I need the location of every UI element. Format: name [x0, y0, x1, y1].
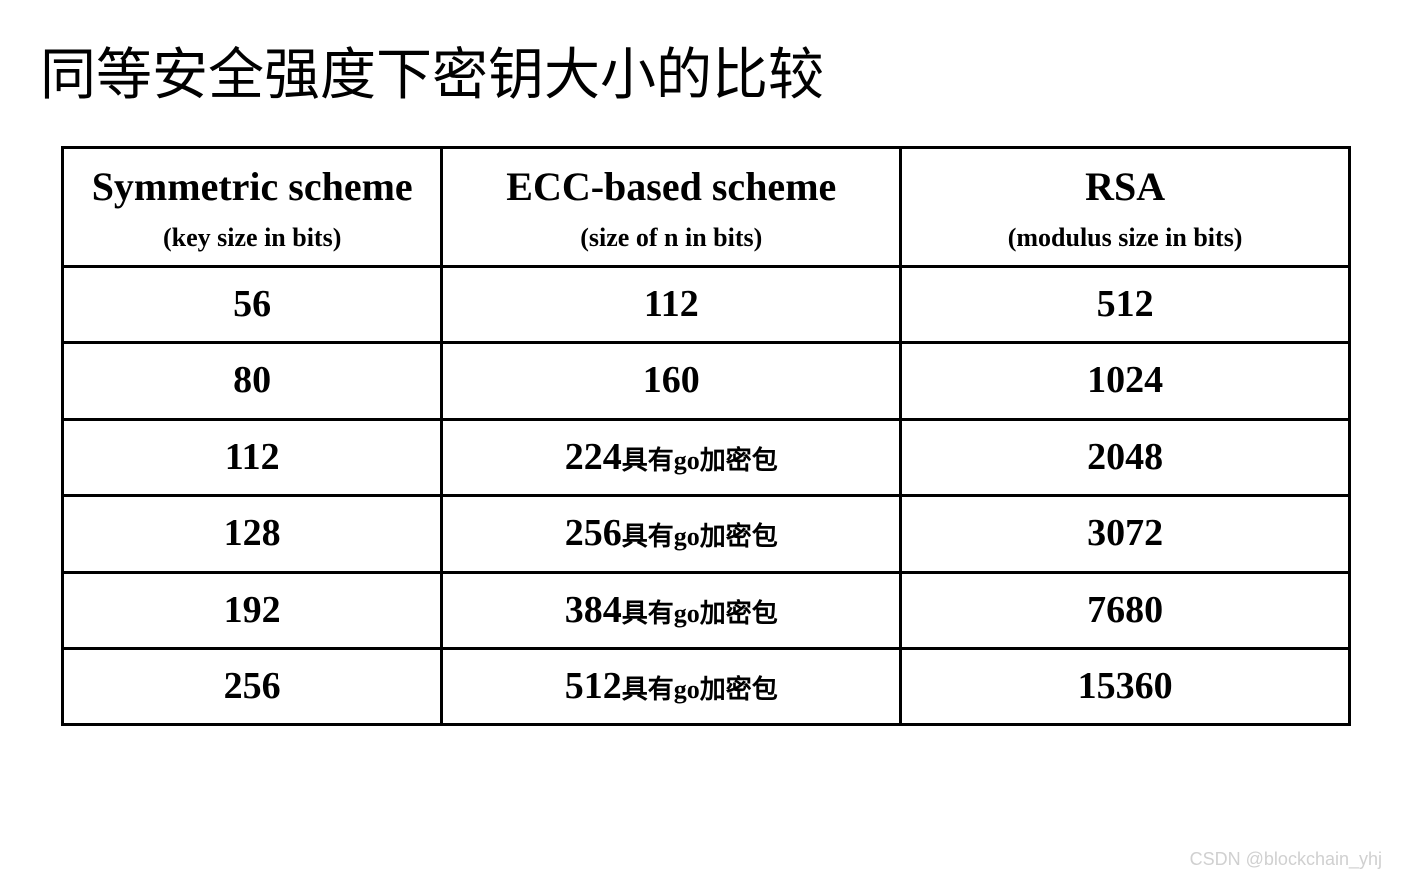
- cell-symmetric: 56: [63, 267, 442, 343]
- column-header-rsa: RSA (modulus size in bits): [901, 148, 1350, 267]
- table-row: 256 512具有go加密包 15360: [63, 648, 1350, 724]
- cell-rsa: 2048: [901, 419, 1350, 495]
- table-header-row: Symmetric scheme (key size in bits) ECC-…: [63, 148, 1350, 267]
- header-sub-text: (modulus size in bits): [912, 223, 1338, 253]
- watermark-text: CSDN @blockchain_yhj: [1190, 849, 1382, 870]
- header-main-text: RSA: [912, 161, 1338, 213]
- table-body: 56 112 512 80 160 1024 112 224具有go加密包 20…: [63, 267, 1350, 725]
- table-row: 112 224具有go加密包 2048: [63, 419, 1350, 495]
- cell-symmetric: 80: [63, 343, 442, 419]
- cell-ecc: 160: [442, 343, 901, 419]
- cell-rsa: 15360: [901, 648, 1350, 724]
- cell-rsa: 1024: [901, 343, 1350, 419]
- cell-ecc: 224具有go加密包: [442, 419, 901, 495]
- header-main-text: ECC-based scheme: [453, 161, 889, 213]
- page-title: 同等安全强度下密钥大小的比较: [40, 30, 1372, 111]
- cell-ecc: 512具有go加密包: [442, 648, 901, 724]
- cell-symmetric: 256: [63, 648, 442, 724]
- key-size-comparison-table: Symmetric scheme (key size in bits) ECC-…: [61, 146, 1351, 726]
- column-header-ecc: ECC-based scheme (size of n in bits): [442, 148, 901, 267]
- header-sub-text: (key size in bits): [74, 223, 430, 253]
- cell-rsa: 7680: [901, 572, 1350, 648]
- table-row: 128 256具有go加密包 3072: [63, 496, 1350, 572]
- cell-symmetric: 128: [63, 496, 442, 572]
- cell-rsa: 3072: [901, 496, 1350, 572]
- header-main-text: Symmetric scheme: [74, 161, 430, 213]
- cell-ecc: 384具有go加密包: [442, 572, 901, 648]
- table-row: 56 112 512: [63, 267, 1350, 343]
- cell-symmetric: 192: [63, 572, 442, 648]
- cell-ecc: 112: [442, 267, 901, 343]
- cell-symmetric: 112: [63, 419, 442, 495]
- column-header-symmetric: Symmetric scheme (key size in bits): [63, 148, 442, 267]
- header-sub-text: (size of n in bits): [453, 223, 889, 253]
- cell-rsa: 512: [901, 267, 1350, 343]
- cell-ecc: 256具有go加密包: [442, 496, 901, 572]
- table-row: 80 160 1024: [63, 343, 1350, 419]
- table-row: 192 384具有go加密包 7680: [63, 572, 1350, 648]
